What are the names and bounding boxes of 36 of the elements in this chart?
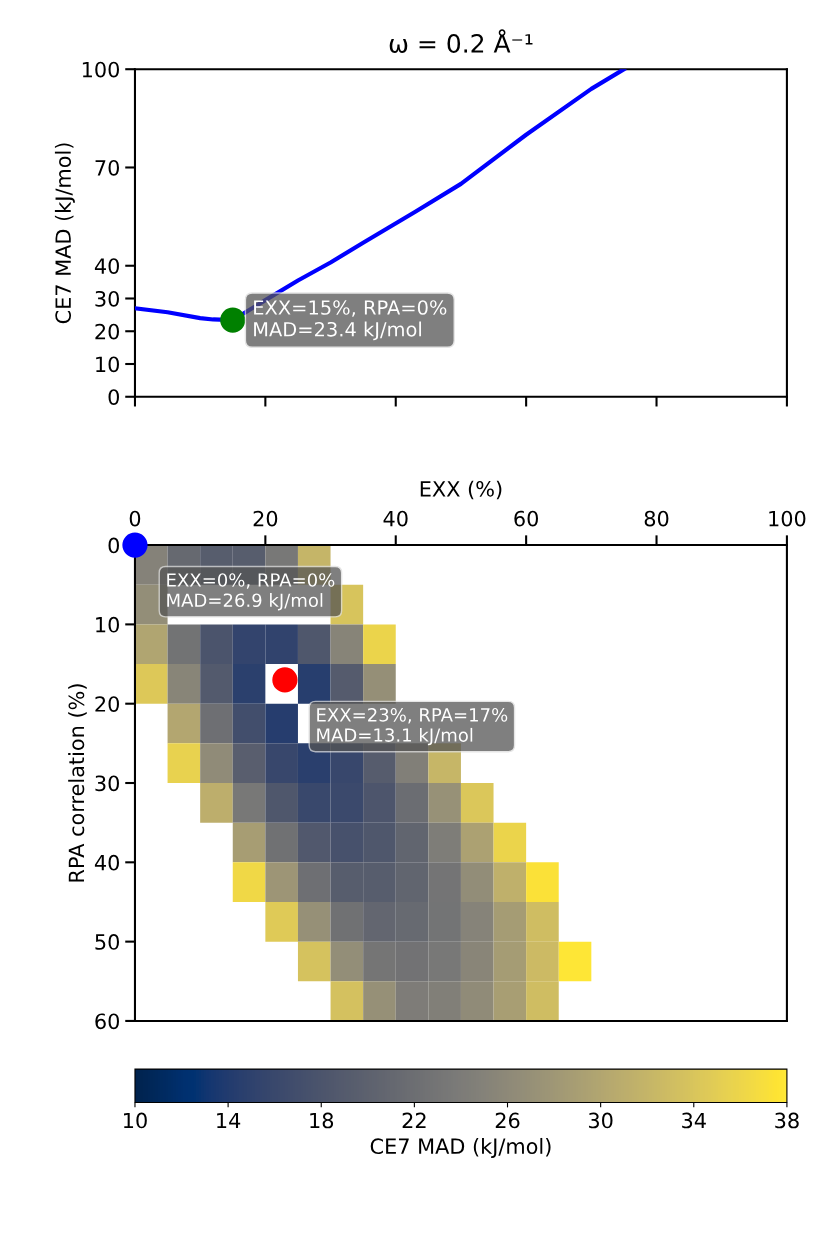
- annotation: EXX=15%, RPA=0% MAD=23.4 kJ/mol: [254, 300, 447, 341]
- y-tick-label: 60: [95, 1013, 119, 1030]
- y-tick-label: 30: [95, 290, 119, 307]
- x-tick-label: 40: [383, 510, 408, 527]
- y-tick-label: 30: [95, 775, 119, 792]
- color-bar-title: CE7 MAD (kJ/mol): [370, 1137, 551, 1158]
- y-axis-title: CE7 MAD (kJ/mol): [54, 143, 75, 324]
- color-bar-label: 30: [588, 1112, 613, 1129]
- y-tick-label: 0: [108, 389, 119, 405]
- y-tick-label: 50: [95, 934, 119, 950]
- y-tick-label: 100: [82, 61, 119, 78]
- y-tick-label: 10: [96, 356, 119, 373]
- annotation: EXX=0%, RPA=0% MAD=26.9 kJ/mol: [167, 573, 335, 611]
- x-tick-label: 0: [129, 510, 141, 527]
- y-tick-label: 40: [94, 854, 119, 871]
- color-bar-label: 22: [402, 1112, 426, 1129]
- y-tick-label: 20: [95, 696, 119, 712]
- y-axis-title: RPA correlation (%): [68, 684, 87, 882]
- color-bar-label: 10: [124, 1112, 147, 1129]
- color-bar-label: 34: [682, 1112, 706, 1129]
- x-axis-title: EXX (%): [420, 480, 502, 500]
- x-tick-label: 100: [769, 510, 806, 527]
- y-tick-label: 70: [95, 159, 119, 176]
- color-bar-label: 26: [495, 1112, 520, 1129]
- y-tick-label: 40: [94, 258, 119, 274]
- color-bar-label: 14: [217, 1112, 241, 1129]
- x-tick-label: 20: [253, 510, 278, 527]
- annotation: EXX=23%, RPA=17% MAD=13.1 kJ/mol: [317, 708, 508, 746]
- y-tick-label: 20: [95, 323, 119, 340]
- chart-title: ω = 0.2 Å⁻¹: [389, 29, 533, 53]
- y-tick-label: 10: [96, 616, 119, 633]
- color-bar-label: 18: [310, 1112, 334, 1129]
- x-tick-label: 60: [514, 510, 539, 527]
- x-tick-label: 80: [644, 510, 669, 527]
- color-bar-label: 38: [775, 1112, 799, 1129]
- y-tick-label: 0: [108, 537, 119, 554]
